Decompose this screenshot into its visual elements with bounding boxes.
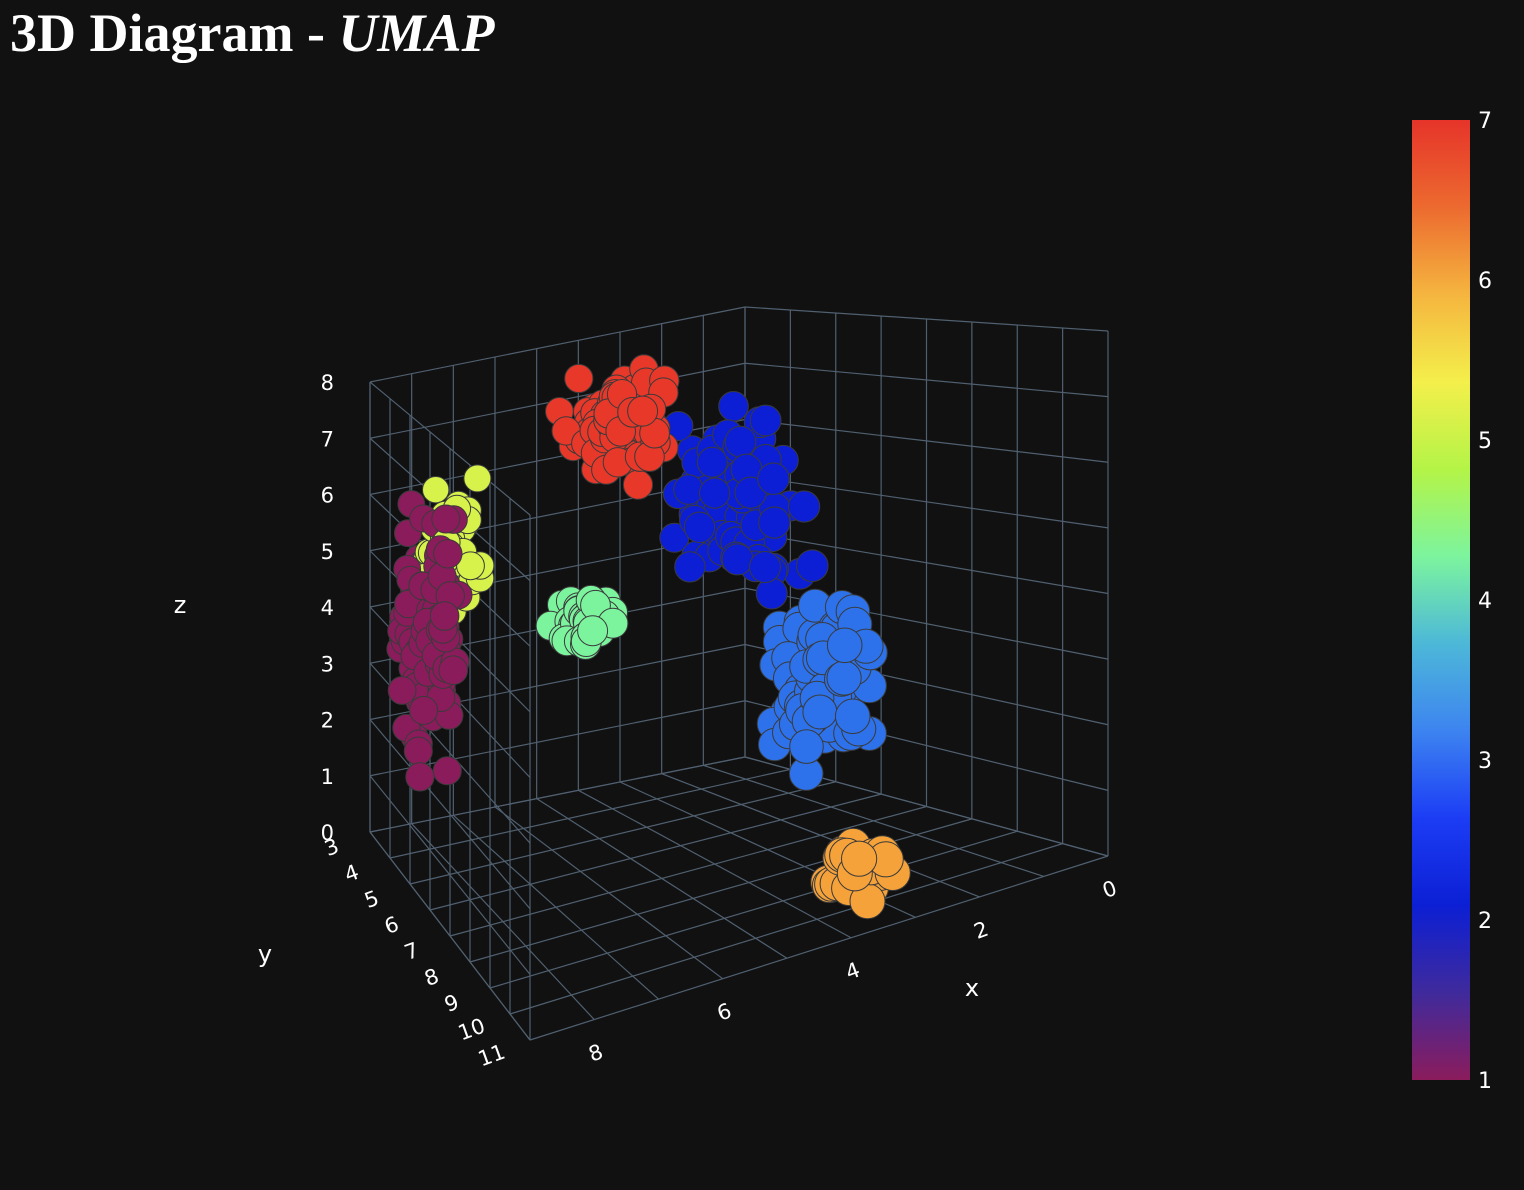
data-point-cluster-1: [387, 676, 417, 705]
data-point-cluster-7: [627, 395, 659, 427]
data-point-cluster-2: [749, 404, 782, 437]
floor-grid-line: [389, 768, 791, 859]
z-tick-label: 6: [321, 484, 334, 508]
data-point-cluster-3: [802, 694, 838, 730]
y-tick-label: 7: [401, 938, 422, 965]
data-point-cluster-2: [699, 477, 731, 509]
y-tick-label: 9: [441, 990, 462, 1017]
colorbar-tick-label: 4: [1478, 589, 1492, 614]
data-point-cluster-4: [577, 615, 609, 647]
y-tick-label: 6: [381, 912, 402, 939]
colorbar-tick-label: 5: [1478, 429, 1492, 454]
data-point-cluster-1: [429, 601, 460, 631]
y-tick-label: 11: [475, 1040, 508, 1072]
y-tick-label: 5: [361, 886, 382, 913]
data-point-cluster-2: [718, 391, 749, 422]
data-point-cluster-3: [826, 660, 862, 696]
back-wall-grid-line: [369, 306, 746, 383]
z-tick-label: 0: [321, 821, 334, 845]
z-tick-label: 4: [321, 596, 334, 620]
x-tick-label: 8: [585, 1039, 606, 1066]
data-point-cluster-5: [422, 476, 450, 504]
data-point-cluster-3: [834, 698, 871, 735]
data-point-cluster-2: [758, 506, 791, 539]
data-point-cluster-5: [456, 551, 485, 581]
data-point-cluster-2: [788, 490, 821, 523]
y-tick-label: 4: [341, 860, 362, 887]
data-point-cluster-2: [757, 462, 790, 495]
colorbar-tick-label: 2: [1478, 909, 1492, 934]
side-wall-grid-line: [744, 531, 1109, 595]
floor-grid-line: [489, 830, 1018, 989]
side-wall-grid-line: [744, 362, 1109, 398]
colorbar-tick-label: 1: [1478, 1069, 1492, 1094]
z-tick-label: 2: [321, 709, 334, 733]
side-wall-grid-line: [744, 306, 1109, 332]
data-point-cluster-7: [564, 363, 594, 394]
data-point-cluster-1: [433, 539, 463, 569]
side-wall-grid-line: [744, 475, 1109, 529]
floor-grid-line: [509, 843, 1063, 1015]
data-point-cluster-3: [826, 627, 863, 664]
data-point-cluster-2: [673, 474, 704, 505]
data-point-cluster-2: [674, 551, 706, 583]
x-tick-label: 2: [971, 917, 992, 944]
data-point-cluster-2: [755, 577, 788, 610]
colorbar-tick-label: 6: [1478, 269, 1492, 294]
data-point-cluster-1: [432, 756, 462, 786]
data-point-cluster-2: [796, 549, 829, 583]
z-axis-label: z: [174, 591, 187, 619]
data-point-cluster-2: [724, 425, 757, 458]
y-axis-label: y: [258, 940, 272, 968]
x-tick-label: 0: [1099, 876, 1120, 903]
data-point-cluster-2: [696, 446, 728, 478]
z-tick-label: 3: [321, 652, 334, 676]
z-tick-label: 5: [321, 540, 334, 564]
chart-title-italic: UMAP: [338, 3, 495, 63]
z-tick-label: 8: [321, 371, 334, 395]
colorbar-bar: [1412, 120, 1470, 1080]
data-point-cluster-5: [463, 464, 492, 493]
left-wall-grid-line: [369, 775, 531, 975]
data-point-cluster-7: [622, 469, 654, 500]
colorbar: 1 2 3 4 5 6 7: [1412, 109, 1492, 1094]
data-point-cluster-1: [405, 762, 435, 792]
data-point-cluster-2: [683, 511, 716, 543]
floor-grid-line: [409, 781, 836, 885]
z-tick-label: 7: [321, 427, 334, 451]
left-wall-grid-line: [369, 719, 531, 910]
y-tick-label: 10: [455, 1014, 488, 1046]
data-point-cluster-1: [409, 695, 439, 725]
chart-title: 3D Diagram - UMAP: [10, 2, 494, 64]
floor-grid-line: [429, 793, 882, 911]
floor-grid-line: [529, 855, 1109, 1041]
x-tick-label: 6: [714, 999, 735, 1026]
x-axis-label: x: [965, 974, 979, 1002]
data-point-cluster-1: [431, 504, 461, 534]
data-point-cluster-2: [721, 543, 754, 576]
data-point-cluster-3: [789, 729, 824, 764]
left-wall-grid-line: [369, 381, 531, 516]
x-tick-label: 4: [842, 958, 863, 985]
floor-grid-line: [449, 805, 927, 937]
z-tick-label: 1: [321, 765, 334, 789]
floor-grid-line: [369, 756, 746, 833]
data-point-cluster-1: [403, 736, 433, 766]
data-points: [386, 354, 911, 920]
data-point-cluster-6: [841, 840, 878, 877]
side-wall-grid-line: [744, 418, 1109, 463]
data-point-cluster-2: [749, 551, 781, 583]
back-wall-grid-line: [369, 700, 746, 777]
data-point-cluster-1: [438, 655, 469, 686]
chart-title-text: 3D Diagram -: [10, 3, 339, 63]
colorbar-tick-label: 7: [1478, 109, 1492, 134]
colorbar-tick-label: 3: [1478, 749, 1492, 774]
y-tick-label: 8: [421, 964, 442, 991]
